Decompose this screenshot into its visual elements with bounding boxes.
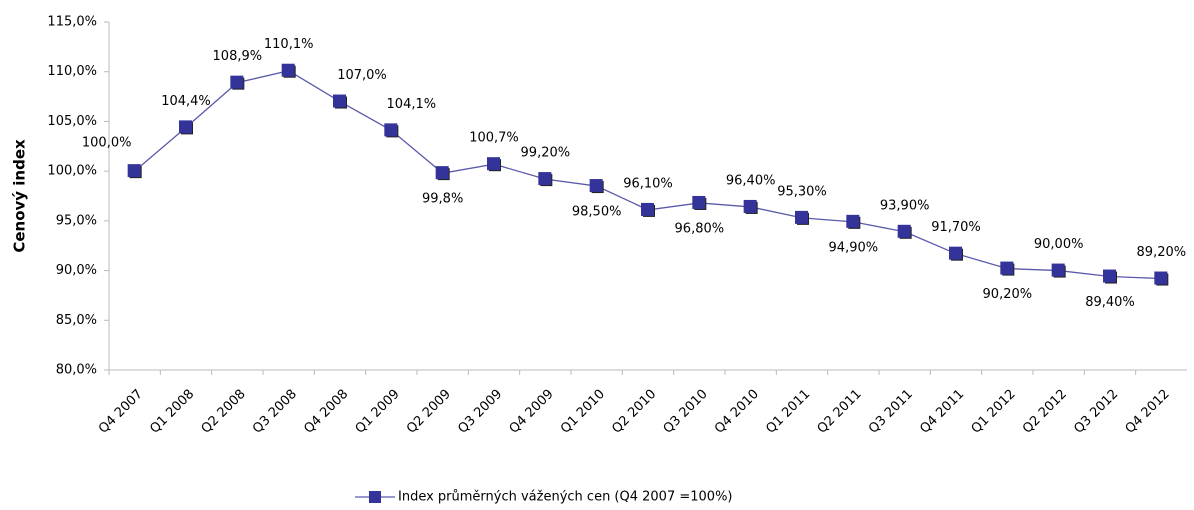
data-label: 91,70% [931,220,981,235]
data-label: 99,20% [521,146,571,161]
x-tick-label: Q3 2008 [250,387,300,437]
marker [589,179,603,193]
data-label: 96,40% [726,173,776,188]
data-label: 98,50% [572,205,622,220]
data-label: 110,1% [264,37,314,52]
x-tick-label: Q2 2009 [404,387,454,437]
data-label: 104,4% [161,94,211,109]
marker [281,63,295,77]
marker [127,164,141,178]
marker [743,199,757,213]
x-tick-label: Q4 2010 [712,387,762,437]
x-tick-label: Q4 2012 [1123,387,1173,437]
x-tick-label: Q2 2011 [815,387,865,437]
data-label: 90,00% [1034,237,1084,252]
x-tick-label: Q3 2010 [661,387,711,437]
x-tick-label: Q4 2007 [96,387,146,437]
x-tick-label: Q1 2009 [353,387,403,437]
data-label: 96,10% [623,176,673,191]
y-tick-label: 100,0% [47,164,97,179]
marker [1154,271,1168,285]
marker [384,123,398,137]
y-tick-label: 115,0% [47,15,97,30]
y-tick-label: 85,0% [56,313,97,328]
data-label: 107,0% [337,68,387,83]
marker [230,75,244,89]
x-tick-label: Q2 2008 [199,387,249,437]
x-tick-label: Q4 2009 [507,387,557,437]
marker [1051,263,1065,277]
x-tick-label: Q1 2008 [147,387,197,437]
marker [179,120,192,134]
y-tick-label: 90,0% [56,263,97,278]
data-label: 94,90% [829,240,879,255]
y-tick-label: 105,0% [47,114,97,129]
y-tick-label: 110,0% [47,64,97,79]
marker [435,166,449,180]
data-label: 96,80% [675,221,725,236]
y-tick-label: 80,0% [56,363,97,378]
data-label: 90,20% [983,287,1033,302]
x-tick-label: Q1 2011 [763,387,813,437]
marker [333,94,346,108]
marker [795,210,808,224]
x-tick-label: Q4 2011 [917,387,967,437]
marker [846,214,860,228]
x-tick-label: Q1 2010 [558,387,608,437]
data-label: 93,90% [880,198,930,213]
x-tick-label: Q2 2010 [609,387,659,437]
data-label: 99,8% [422,192,463,207]
legend-marker [369,491,381,503]
x-tick-label: Q3 2011 [866,387,916,437]
data-label: 100,7% [469,131,519,146]
y-tick-label: 95,0% [56,213,97,228]
data-label: 89,20% [1137,245,1187,260]
data-label: 95,30% [777,184,827,199]
legend-label: Index průměrných vážených cen (Q4 2007 =… [398,490,733,505]
marker [692,195,706,209]
marker [487,157,500,171]
x-tick-label: Q3 2012 [1071,387,1121,437]
marker [949,246,962,260]
marker [1103,269,1116,283]
marker [1000,261,1014,275]
x-tick-label: Q1 2012 [969,387,1019,437]
data-label: 108,9% [213,49,263,64]
data-label: 104,1% [387,97,437,112]
series-line [134,70,1162,280]
x-tick-label: Q2 2012 [1020,387,1070,437]
data-label: 100,0% [82,136,132,151]
marker [641,202,654,216]
marker [538,172,552,186]
y-axis-title: Cenový index [11,139,29,253]
x-tick-label: Q3 2009 [455,387,505,437]
x-tick-label: Q4 2008 [301,387,351,437]
data-label: 89,40% [1085,295,1135,310]
marker [897,224,911,238]
